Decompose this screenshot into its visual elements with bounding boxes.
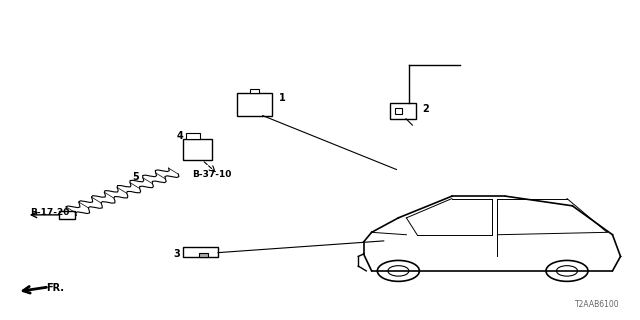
FancyBboxPatch shape [237,93,272,116]
FancyBboxPatch shape [186,133,200,140]
FancyBboxPatch shape [390,103,415,119]
FancyBboxPatch shape [59,211,75,219]
Text: T2AAB6100: T2AAB6100 [575,300,620,309]
Text: 5: 5 [132,172,139,182]
Text: 2: 2 [422,104,429,114]
Text: B-17-20: B-17-20 [30,208,69,217]
Text: 1: 1 [278,93,285,103]
FancyBboxPatch shape [183,247,218,257]
Text: 3: 3 [173,249,180,259]
FancyBboxPatch shape [183,140,212,160]
FancyBboxPatch shape [394,108,402,114]
Text: 4: 4 [177,131,184,141]
FancyBboxPatch shape [199,253,209,257]
FancyBboxPatch shape [250,89,259,93]
Text: FR.: FR. [46,284,64,293]
Text: B-37-10: B-37-10 [193,170,232,179]
